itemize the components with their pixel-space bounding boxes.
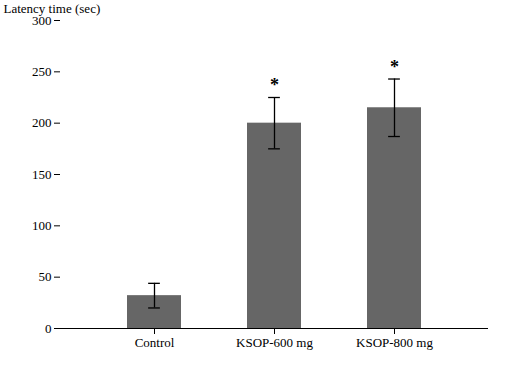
svg-text:250: 250 [32,64,52,79]
svg-text:0: 0 [45,321,52,336]
svg-text:150: 150 [32,167,52,182]
svg-text:Latency time (sec): Latency time (sec) [4,1,101,16]
svg-text:KSOP-600 mg: KSOP-600 mg [236,335,313,350]
svg-text:50: 50 [39,269,52,284]
svg-text:Control: Control [135,335,175,350]
svg-text:300: 300 [32,12,52,28]
svg-text:KSOP-800 mg: KSOP-800 mg [356,335,433,350]
svg-text:200: 200 [32,115,52,130]
svg-text:*: * [270,75,279,95]
svg-text:100: 100 [32,218,52,233]
svg-text:*: * [390,57,399,77]
